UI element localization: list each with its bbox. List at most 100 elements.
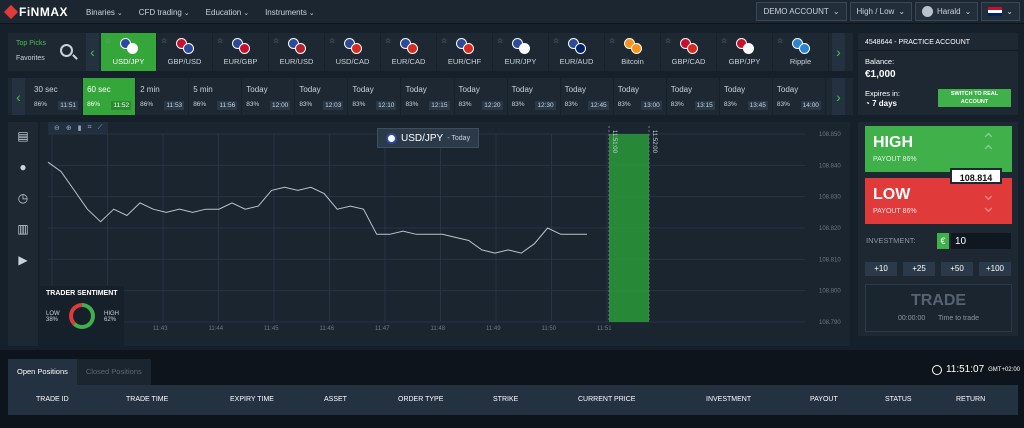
currency-flags-icon — [624, 38, 642, 54]
star-icon[interactable]: ☆ — [105, 38, 112, 45]
high-button[interactable]: HIGH PAYOUT 86% ⌃ ⌃ — [865, 126, 1012, 172]
chevron-down-icon: ⌄ — [832, 7, 840, 16]
timeframe-icon[interactable]: ⌗ — [87, 124, 92, 131]
expiry-option[interactable]: Today 83% 13:15 — [667, 78, 720, 115]
chart-type-icon[interactable]: ▮ — [77, 125, 82, 132]
star-icon[interactable]: ☆ — [609, 38, 616, 45]
star-icon[interactable]: ☆ — [329, 38, 336, 45]
asset-tab[interactable]: ☆ Ripple — [773, 33, 829, 71]
price-chart[interactable]: ⊖ ⊕ ▮ ⌗ ⟋ 11:4111:4211:4311:4411:4511:46… — [40, 122, 850, 346]
expiry-prev-button[interactable]: ‹ — [12, 78, 25, 115]
expiry-option[interactable]: Today 83% 12:45 — [561, 78, 614, 115]
expiry-option[interactable]: Today 83% 14:00 — [773, 78, 826, 115]
expiry-label: Today — [776, 85, 799, 94]
expiry-option[interactable]: Today 83% 13:00 — [614, 78, 667, 115]
star-icon[interactable]: ☆ — [385, 38, 392, 45]
zoom-in-icon[interactable]: ⊕ — [65, 125, 72, 132]
asset-tab[interactable]: ☆ GBP/USD — [157, 33, 213, 71]
nav-instruments[interactable]: Instruments — [265, 8, 315, 17]
star-icon[interactable]: ☆ — [777, 38, 784, 45]
flag-icon — [386, 132, 397, 144]
expiry-option[interactable]: 60 sec 86% 11:52 — [83, 78, 137, 115]
asset-tab[interactable]: ☆ EUR/CHF — [437, 33, 493, 71]
asset-tab[interactable]: ☆ GBP/JPY — [717, 33, 773, 71]
currency-flags-icon — [400, 38, 418, 54]
increment-50-button[interactable]: +50 — [941, 262, 973, 276]
assets-prev-button[interactable]: ‹ — [86, 33, 99, 71]
assets-next-button[interactable]: › — [832, 33, 845, 71]
asset-label: Ripple — [789, 57, 812, 66]
favorites-link[interactable]: Favorites — [16, 55, 45, 62]
trade-button[interactable]: TRADE 00:00:00 Time to trade — [865, 284, 1012, 332]
expiry-option[interactable]: 5 min 86% 11:56 — [189, 78, 243, 115]
logo[interactable]: FiNMAX — [3, 4, 68, 20]
star-icon[interactable]: ☆ — [721, 38, 728, 45]
currency-flags-icon — [344, 38, 362, 54]
switch-to-real-account-button[interactable]: SWITCH TO REAL ACCOUNT — [938, 89, 1011, 107]
star-icon[interactable]: ☆ — [441, 38, 448, 45]
mode-dropdown[interactable]: High / Low ⌄ — [849, 2, 913, 21]
expiry-next-button[interactable]: › — [832, 78, 845, 115]
increment-25-button[interactable]: +25 — [903, 262, 935, 276]
line-chart-icon[interactable]: ⟋ — [97, 124, 103, 131]
search-icon[interactable] — [60, 44, 73, 57]
star-icon[interactable]: ☆ — [553, 38, 560, 45]
user-menu[interactable]: Harald ⌄ — [915, 2, 979, 21]
expiry-option[interactable]: Today 83% 12:00 — [242, 78, 296, 115]
star-icon[interactable]: ☆ — [665, 38, 672, 45]
expiry-option[interactable]: Today 83% 12:15 — [401, 78, 455, 115]
expiry-option[interactable]: 2 min 86% 11:53 — [136, 78, 190, 115]
expiry-option[interactable]: 30 sec 86% 11:51 — [30, 78, 84, 115]
expiry-option[interactable]: Today 83% 13:45 — [720, 78, 773, 115]
demo-account-dropdown[interactable]: DEMO ACCOUNT ⌄ — [756, 2, 847, 21]
star-icon[interactable]: ☆ — [273, 38, 280, 45]
tab-open-positions[interactable]: Open Positions — [8, 359, 77, 385]
expiry-time: 11:51 — [58, 101, 79, 110]
nav-binaries[interactable]: Binaries — [86, 8, 123, 17]
star-icon[interactable]: ☆ — [217, 38, 224, 45]
users-icon[interactable]: ● — [19, 160, 27, 174]
star-icon[interactable]: ☆ — [161, 38, 168, 45]
asset-tab[interactable]: ☆ USD/CAD — [325, 33, 381, 71]
asset-tab[interactable]: ☆ EUR/JPY — [493, 33, 549, 71]
column-header: ASSET — [324, 396, 347, 403]
asset-label: EUR/CHF — [447, 57, 482, 66]
zoom-out-icon[interactable]: ⊖ — [54, 125, 60, 132]
expiry-option[interactable]: Today 83% 12:03 — [295, 78, 349, 115]
expiry-payout: 86% — [193, 101, 207, 108]
low-button[interactable]: LOW PAYOUT 86% ⌄ ⌄ — [865, 178, 1012, 224]
top-picks-link[interactable]: Top Picks — [16, 40, 46, 47]
asset-tab[interactable]: ☆ EUR/AUD — [549, 33, 605, 71]
increment-100-button[interactable]: +100 — [979, 262, 1011, 276]
history-icon[interactable]: ◷ — [17, 191, 29, 205]
star-icon[interactable]: ☆ — [497, 38, 504, 45]
tab-closed-positions[interactable]: Closed Positions — [76, 359, 151, 385]
y-tick-label: 108.840 — [819, 163, 841, 169]
asset-tab[interactable]: ☆ Bitcoin — [605, 33, 661, 71]
assets-icon[interactable]: ▤ — [17, 129, 29, 143]
increment-10-button[interactable]: +10 — [865, 262, 897, 276]
investment-input[interactable] — [951, 233, 1011, 249]
column-header: PAYOUT — [810, 396, 838, 403]
expiry-option[interactable]: Today 83% 12:20 — [455, 78, 508, 115]
column-header: ORDER TYPE — [398, 396, 444, 403]
asset-tab[interactable]: ☆ EUR/GBP — [213, 33, 269, 71]
currency-flags-icon — [792, 38, 810, 54]
asset-label: USD/JPY — [112, 57, 145, 66]
asset-tab[interactable]: ☆ EUR/CAD — [381, 33, 437, 71]
asset-tab[interactable]: ☆ USD/JPY — [101, 33, 157, 71]
currency-flags-icon — [568, 38, 586, 54]
chart-stats-icon[interactable]: ▥ — [17, 222, 29, 236]
top-picks-panel: Top Picks Favorites — [8, 33, 83, 71]
asset-tab[interactable]: ☆ EUR/USD — [269, 33, 325, 71]
expiry-payout: 83% — [352, 101, 366, 108]
language-dropdown[interactable]: ⌄ — [981, 2, 1020, 21]
nav-cfd-trading[interactable]: CFD trading — [139, 8, 190, 17]
account-id: 4548644 - PRACTICE ACCOUNT — [865, 39, 971, 46]
asset-tab[interactable]: ☆ GBP/CAD — [661, 33, 717, 71]
expiry-option[interactable]: Today 83% 12:10 — [348, 78, 402, 115]
expiry-option[interactable]: Today 83% 12:30 — [508, 78, 561, 115]
play-icon[interactable]: ▶ — [18, 253, 28, 267]
nav-education[interactable]: Education — [206, 8, 249, 17]
price-line — [47, 161, 587, 254]
